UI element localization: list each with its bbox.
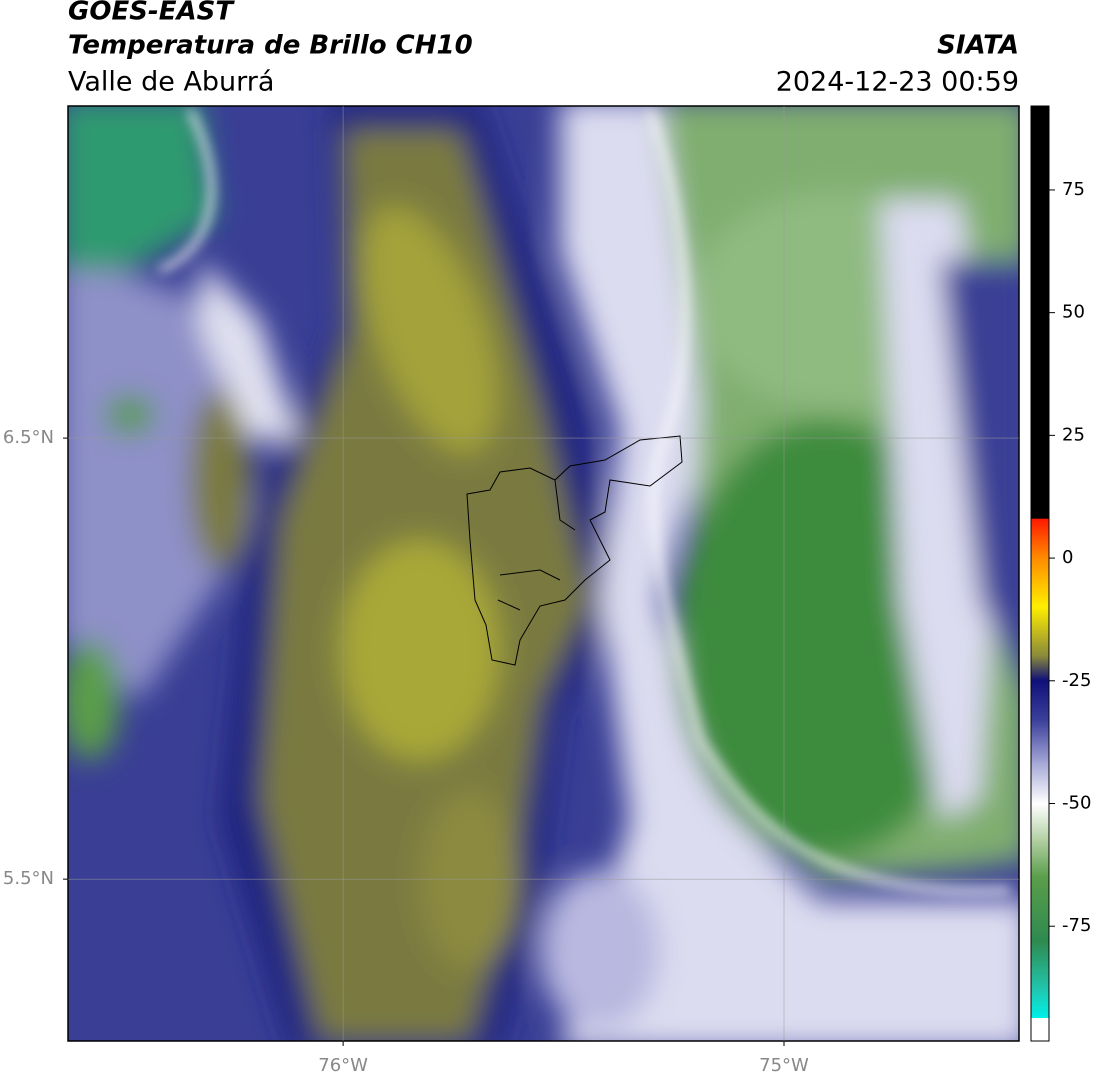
map-frame: [67, 105, 1020, 1042]
timestamp: 2024-12-23 00:59: [776, 67, 1019, 98]
x-tick-label: 75°W: [759, 1055, 809, 1076]
source: SIATA: [937, 31, 1019, 61]
satellite: GOES-EAST: [68, 0, 235, 27]
y-tick-label: 5.5°N: [3, 868, 54, 889]
colorbar-tick-label: -75: [1062, 915, 1091, 936]
valley-boundary: [466, 435, 683, 666]
product: Temperatura de Brillo CH10: [68, 31, 473, 61]
region: Valle de Aburrá: [68, 67, 274, 98]
colorbar-tick-label: -50: [1062, 792, 1091, 813]
satellite-image: [68, 106, 1019, 1041]
colorbar-tick-label: 0: [1062, 547, 1073, 568]
colorbar-extension: [1031, 1018, 1049, 1041]
x-tick-label: 76°W: [318, 1055, 368, 1076]
colorbar: [1031, 106, 1049, 1018]
colorbar-tick-label: 75: [1062, 179, 1085, 200]
colorbar-frame: [1030, 105, 1050, 1042]
colorbar-tick-label: 50: [1062, 302, 1085, 323]
y-tick-label: 6.5°N: [3, 427, 54, 448]
colorbar-tick-label: 25: [1062, 424, 1085, 445]
colorbar-tick-label: -25: [1062, 670, 1091, 691]
